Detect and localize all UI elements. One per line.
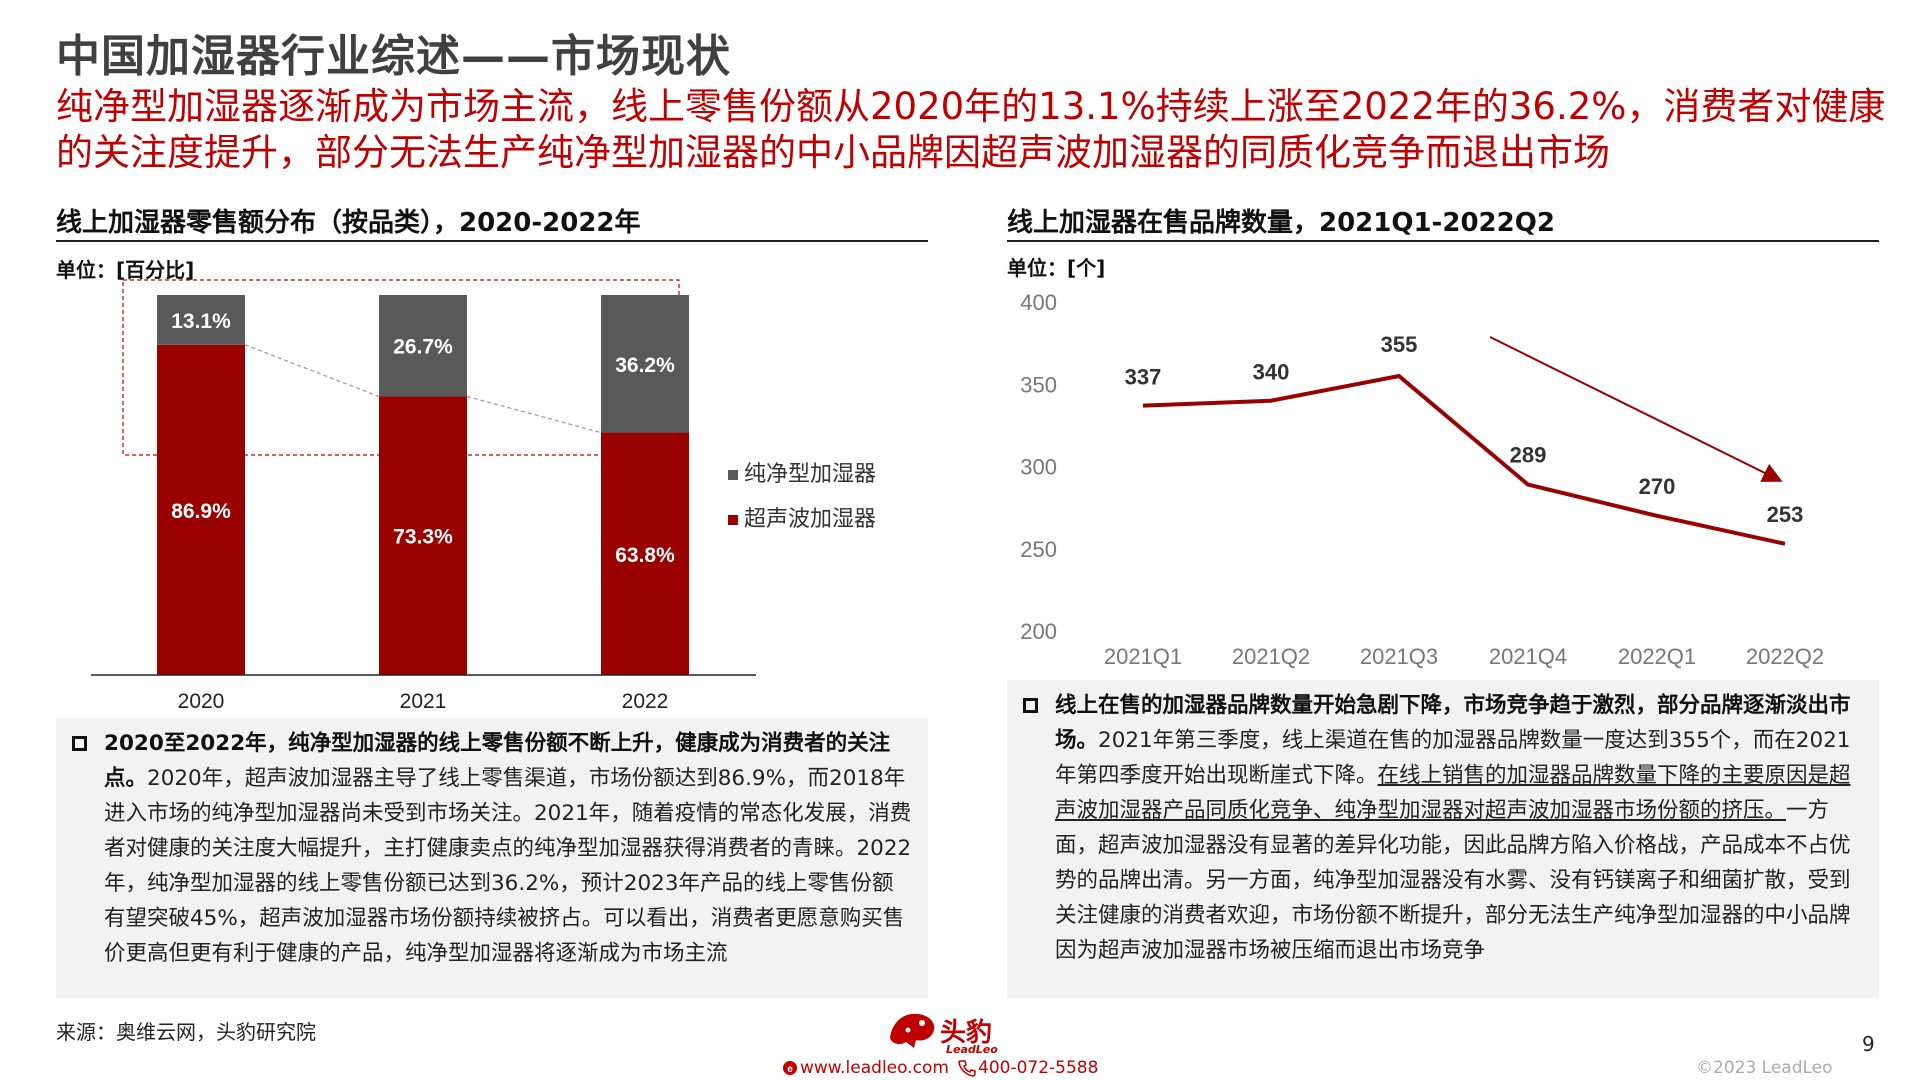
leopard-logo-icon xyxy=(890,1013,935,1048)
logo-text: 头豹 xyxy=(940,1018,993,1048)
phone-icon xyxy=(958,1060,976,1077)
web-icon: e xyxy=(783,1061,797,1075)
x-axis-tick-label: 2022Q1 xyxy=(1618,644,1696,669)
x-axis-tick-label: 2022 xyxy=(622,690,669,713)
logo-subtext: LeadLeo xyxy=(946,1043,998,1056)
bar-data-label: 73.3% xyxy=(393,526,453,549)
left-text-body: 2020年，超声波加湿器主导了线上零售渠道，市场份额达到86.9%，而2018年… xyxy=(104,766,912,966)
legend-label: 超声波加湿器 xyxy=(744,506,876,531)
right-text-bold: 线上在售的加湿器品牌数量开始急剧下降，市场竞争趋于激烈，部分品牌逐渐淡出市场。 xyxy=(1055,693,1851,753)
share-trend-line xyxy=(466,395,602,434)
right-chart-unit: 单位：[个] xyxy=(1007,256,1106,280)
data-point-label: 289 xyxy=(1510,443,1547,468)
y-axis-tick-label: 250 xyxy=(1020,537,1057,562)
bar-segment-ultrasonic-2020 xyxy=(157,344,245,675)
page-title: 中国加湿器行业综述——市场现状 xyxy=(56,31,731,82)
data-point-label: 270 xyxy=(1639,474,1676,499)
share-trend-line xyxy=(244,344,380,398)
bar-segment-pure-2020 xyxy=(157,295,245,345)
bar-data-label: 86.9% xyxy=(171,500,231,523)
legend-swatch xyxy=(728,470,738,480)
data-point-label: 337 xyxy=(1125,365,1162,390)
bar-segment-pure-2022 xyxy=(601,295,689,433)
series-line xyxy=(1142,374,1786,546)
page-number: 9 xyxy=(1862,1032,1875,1056)
bar-data-label: 63.8% xyxy=(615,544,675,567)
right-text-underline: 在线上销售的加湿器品牌数量下降的主要原因是超声波加湿器产品同质化竞争、纯净型加湿… xyxy=(1055,763,1851,823)
x-axis-tick-label: 2021Q4 xyxy=(1489,644,1567,669)
right-chart-title: 线上加湿器在售品牌数量，2021Q1-2022Q2 xyxy=(1007,208,1555,238)
x-axis-tick-label: 2021 xyxy=(400,690,447,713)
copyright: ©2023 LeadLeo xyxy=(1696,1058,1833,1078)
x-axis-tick-label: 2021Q2 xyxy=(1232,644,1310,669)
y-axis-tick-label: 200 xyxy=(1020,619,1057,644)
y-axis-tick-label: 300 xyxy=(1020,455,1057,480)
svg-text:e: e xyxy=(787,1064,793,1075)
left-text-bold: 2020至2022年，纯净型加湿器的线上零售份额不断上升，健康成为消费者的关注点… xyxy=(104,731,891,791)
x-axis-tick-label: 2022Q2 xyxy=(1746,644,1824,669)
bar-data-label: 26.7% xyxy=(393,336,453,359)
left-chart-title: 线上加湿器零售额分布（按品类），2020-2022年 xyxy=(56,208,641,238)
left-chart-unit: 单位：[百分比] xyxy=(56,258,195,282)
legend-swatch xyxy=(728,515,738,525)
line-chart: 200 250 300 350 400 2021Q1 2021Q2 2021Q3 2021Q4 2… xyxy=(1020,290,1824,669)
left-text-box: 2020至2022年，纯净型加湿器的线上零售份额不断上升，健康成为消费者的关注点… xyxy=(56,718,928,998)
right-text-box: 线上在售的加湿器品牌数量开始急剧下降，市场竞争趋于激烈，部分品牌逐渐淡出市场。2… xyxy=(1007,680,1879,998)
checkbox-bullet-icon xyxy=(1023,698,1038,713)
x-axis-tick-label: 2021Q1 xyxy=(1104,644,1182,669)
x-axis-tick-label: 2021Q3 xyxy=(1360,644,1438,669)
page-subtitle: 纯净型加湿器逐渐成为市场主流，线上零售份额从2020年的13.1%持续上涨至20… xyxy=(56,85,1886,174)
trend-arrow xyxy=(1489,336,1783,482)
data-point-label: 253 xyxy=(1767,502,1804,527)
right-title-rule xyxy=(1007,240,1879,242)
left-title-rule xyxy=(56,240,928,242)
bar-data-label: 36.2% xyxy=(615,354,675,377)
legend-label: 纯净型加湿器 xyxy=(744,461,876,486)
data-point-label: 340 xyxy=(1253,360,1290,385)
bar-data-label: 13.1% xyxy=(171,310,231,333)
y-axis-tick-label: 350 xyxy=(1020,372,1057,397)
stacked-bar-chart: 86.9% 13.1% 2020 73.3% 26.7% 2021 63.8% 36.2% 20… xyxy=(91,279,876,713)
checkbox-bullet-icon xyxy=(72,736,87,751)
source-note: 来源：奥维云网，头豹研究院 xyxy=(56,1020,316,1044)
website-link[interactable]: www.leadleo.com xyxy=(800,1058,949,1078)
right-text-body-1: 2021年第三季度，线上渠道在售的加湿器品牌数量一度达到355个，而在2021年… xyxy=(1055,728,1851,788)
x-axis-tick-label: 2020 xyxy=(178,690,225,713)
data-point-label: 355 xyxy=(1381,332,1418,357)
bar-segment-ultrasonic-2022 xyxy=(601,432,689,675)
bar-segment-ultrasonic-2021 xyxy=(379,396,467,675)
phone-number: 400-072-5588 xyxy=(978,1058,1099,1078)
right-text-body-2: 一方面，超声波加湿器没有显著的差异化功能，因此品牌方陷入价格战，产品成本不占优势… xyxy=(1055,798,1851,963)
y-axis-tick-label: 400 xyxy=(1020,290,1057,315)
bar-segment-pure-2021 xyxy=(379,295,467,397)
